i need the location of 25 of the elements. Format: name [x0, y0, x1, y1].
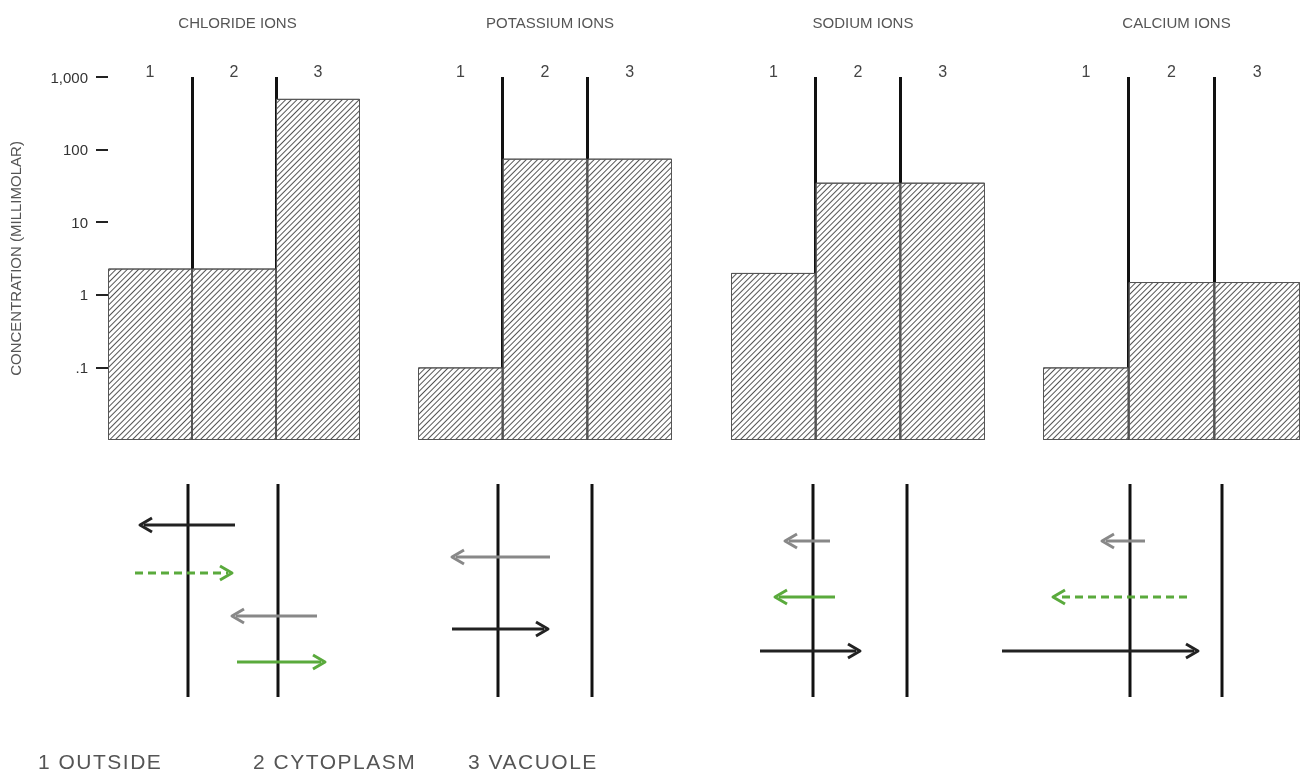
y-tick-label: .1	[75, 358, 88, 376]
x-tick-label: 1	[768, 62, 778, 80]
chart-title: CHLORIDE IONS	[178, 14, 297, 31]
x-tick-label: 3	[938, 62, 948, 80]
x-tick-label: 2	[229, 62, 239, 80]
chart-title: POTASSIUM IONS	[485, 14, 615, 31]
x-tick-label: 2	[853, 62, 863, 80]
chart-title: SODIUM IONS	[812, 14, 914, 31]
x-tick-label: 2	[1167, 62, 1177, 80]
x-tick-label: 1	[145, 62, 155, 80]
y-tick-label: 10	[71, 213, 88, 231]
text: 3 VACUOLE	[468, 750, 598, 774]
x-tick-label: 3	[625, 62, 635, 80]
text: 2 CYTOPLASM	[253, 750, 417, 774]
text: 1 OUTSIDE	[38, 750, 163, 774]
y-tick-label: 1	[79, 286, 88, 304]
y-tick-label: 1,000	[50, 68, 88, 86]
chart-title: CALCIUM IONS	[1122, 14, 1231, 31]
x-tick-label: 3	[313, 62, 323, 80]
y-axis-title: CONCENTRATION (MILLIMOLAR)	[7, 141, 24, 376]
x-tick-label: 3	[1252, 62, 1262, 80]
x-tick-label: 2	[540, 62, 550, 80]
x-tick-label: 1	[455, 62, 465, 80]
x-tick-label: 1	[1081, 62, 1091, 80]
y-tick-label: 100	[62, 141, 88, 159]
